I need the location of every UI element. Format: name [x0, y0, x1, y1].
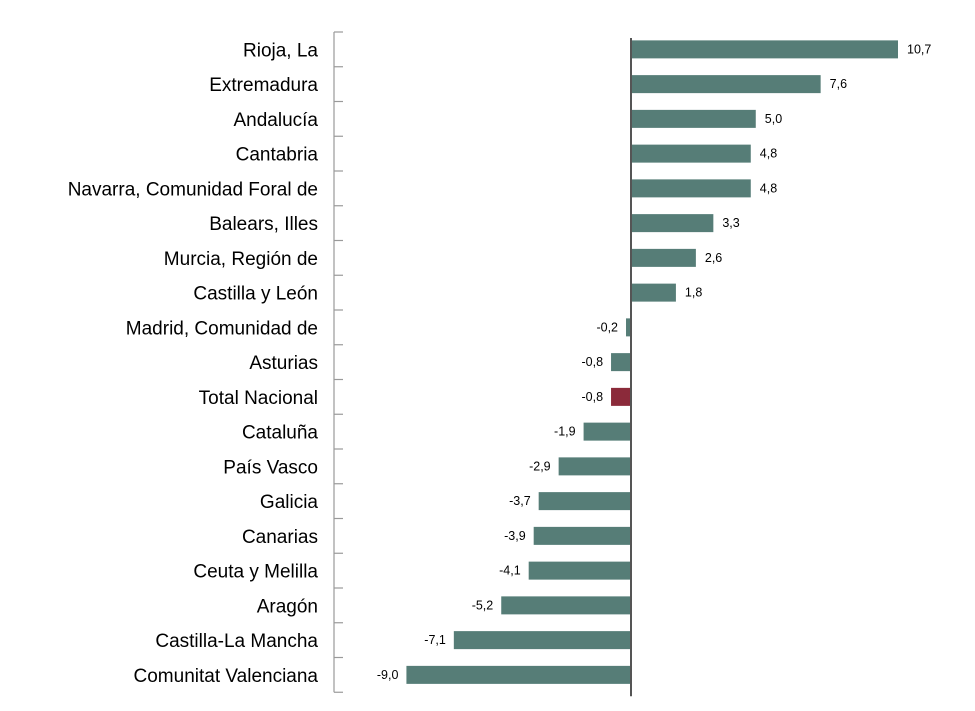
value-label: 3,3 [722, 216, 739, 230]
value-label: -0,8 [581, 390, 603, 404]
value-label: 5,0 [765, 112, 782, 126]
value-label: -4,1 [499, 564, 521, 578]
category-label: Cataluña [242, 423, 318, 444]
bar-castilla-la-mancha [453, 631, 631, 650]
value-label: -1,9 [554, 425, 576, 439]
bar-pa-s-vasco [558, 457, 631, 476]
bar-navarra-comunidad-foral-de [631, 179, 751, 198]
category-label: Comunitat Valenciana [134, 666, 319, 687]
category-label: Castilla-La Mancha [155, 631, 318, 652]
category-label: Canarias [242, 527, 318, 548]
category-label: Rioja, La [243, 40, 318, 61]
bar-comunitat-valenciana [406, 665, 631, 684]
bar-extremadura [631, 75, 821, 94]
bar-madrid-comunidad-de [626, 318, 631, 337]
category-axis-ticks [334, 31, 343, 693]
bar-canarias [533, 526, 631, 545]
category-label: Castilla y León [193, 284, 318, 305]
category-label: País Vasco [223, 457, 318, 478]
bar-andaluc-a [631, 109, 756, 128]
value-label: -3,9 [504, 529, 526, 543]
bar-total-nacional [611, 387, 631, 406]
category-label: Extremadura [209, 75, 318, 96]
bar-castilla-y-le-n [631, 283, 676, 302]
value-label: 10,7 [907, 42, 931, 56]
category-label: Asturias [249, 353, 318, 374]
category-label: Murcia, Región de [164, 249, 318, 270]
value-label: -0,8 [581, 355, 603, 369]
category-label: Total Nacional [199, 388, 318, 409]
value-label: 4,8 [760, 181, 777, 195]
category-label: Madrid, Comunidad de [126, 318, 318, 339]
bar-cantabria [631, 144, 751, 163]
category-label: Galicia [260, 492, 319, 513]
value-label: -9,0 [377, 668, 399, 682]
category-label: Andalucía [233, 110, 318, 131]
bar-ceuta-y-melilla [528, 561, 631, 580]
category-label: Cantabria [236, 145, 319, 166]
bars [406, 40, 898, 684]
bar-balears-illes [631, 214, 714, 233]
bar-catalu-a [583, 422, 631, 441]
category-label: Balears, Illes [209, 214, 318, 235]
value-label: -0,2 [596, 320, 618, 334]
value-label: -3,7 [509, 494, 531, 508]
bar-rioja-la [631, 40, 898, 59]
bar-galicia [538, 492, 631, 511]
value-label: -2,9 [529, 459, 551, 473]
category-label: Navarra, Comunidad Foral de [68, 179, 318, 200]
bar-asturias [611, 353, 631, 372]
value-label: 4,8 [760, 147, 777, 161]
value-label: -5,2 [472, 598, 494, 612]
category-label: Ceuta y Melilla [193, 562, 318, 583]
bar-arag-n [501, 596, 631, 615]
value-label: 7,6 [830, 77, 847, 91]
value-label: 1,8 [685, 286, 702, 300]
value-label: -7,1 [424, 633, 446, 647]
category-labels: Rioja, La Extremadura Andalucía Cantabria Na… [68, 40, 319, 687]
value-labels: 10,7 7,6 5,0 4,8 4,8 3,3 2,6 1,8 -0,2 -0,8 -0,8 -1,… [377, 42, 932, 682]
bar-murcia-regi-n-de [631, 248, 696, 267]
value-label: 2,6 [705, 251, 722, 265]
category-label: Aragón [257, 596, 318, 617]
